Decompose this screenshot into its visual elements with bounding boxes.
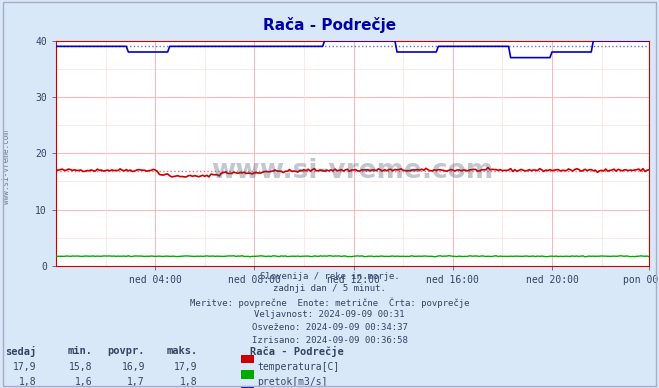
- Text: sedaj: sedaj: [5, 346, 36, 357]
- Text: 1,8: 1,8: [18, 377, 36, 387]
- Text: 15,8: 15,8: [69, 362, 92, 372]
- Text: Rača - Podrečje: Rača - Podrečje: [263, 17, 396, 33]
- Text: 1,6: 1,6: [74, 377, 92, 387]
- Text: www.si-vreme.com: www.si-vreme.com: [2, 130, 11, 204]
- Text: www.si-vreme.com: www.si-vreme.com: [212, 158, 494, 184]
- Text: min.: min.: [67, 346, 92, 356]
- Text: 17,9: 17,9: [174, 362, 198, 372]
- Text: 16,9: 16,9: [121, 362, 145, 372]
- Text: Osveženo: 2024-09-09 00:34:37: Osveženo: 2024-09-09 00:34:37: [252, 323, 407, 332]
- Text: 17,9: 17,9: [13, 362, 36, 372]
- Text: Slovenija / reke in morje.: Slovenija / reke in morje.: [260, 272, 399, 281]
- Text: maks.: maks.: [167, 346, 198, 356]
- Text: Meritve: povprečne  Enote: metrične  Črta: povprečje: Meritve: povprečne Enote: metrične Črta:…: [190, 297, 469, 308]
- Text: temperatura[C]: temperatura[C]: [257, 362, 339, 372]
- Text: Rača - Podrečje: Rača - Podrečje: [250, 346, 344, 357]
- Text: pretok[m3/s]: pretok[m3/s]: [257, 377, 328, 387]
- Text: 1,7: 1,7: [127, 377, 145, 387]
- Text: Izrisano: 2024-09-09 00:36:58: Izrisano: 2024-09-09 00:36:58: [252, 336, 407, 345]
- Text: povpr.: povpr.: [107, 346, 145, 356]
- Text: zadnji dan / 5 minut.: zadnji dan / 5 minut.: [273, 284, 386, 293]
- Text: 1,8: 1,8: [180, 377, 198, 387]
- Text: Veljavnost: 2024-09-09 00:31: Veljavnost: 2024-09-09 00:31: [254, 310, 405, 319]
